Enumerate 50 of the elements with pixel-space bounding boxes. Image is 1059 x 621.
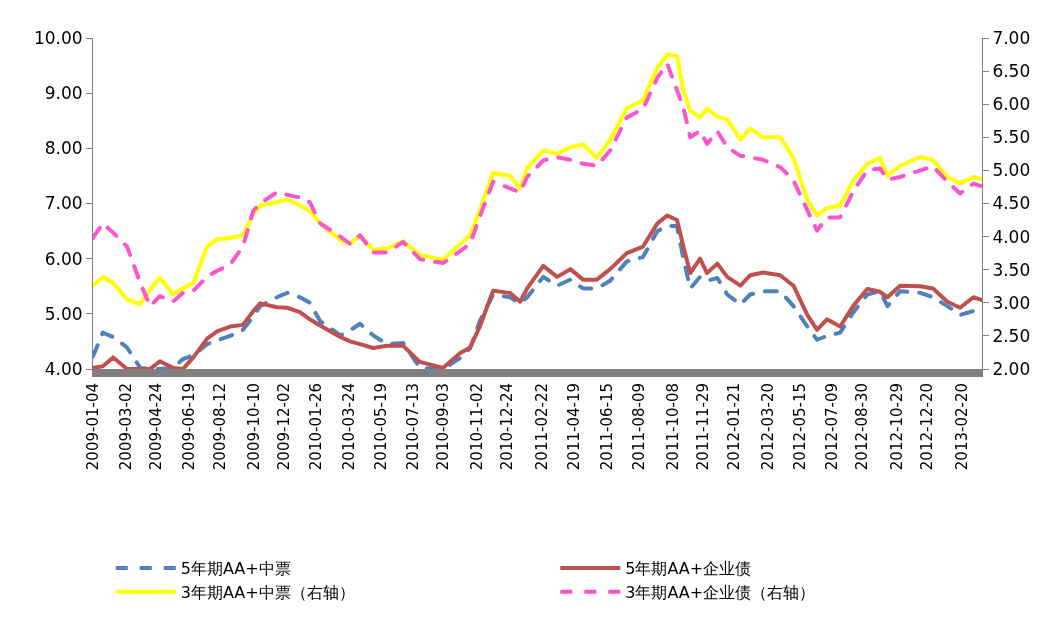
x-tick-label: 2009-04-24 xyxy=(147,383,166,471)
x-tick-label: 2011-11-29 xyxy=(694,383,713,471)
x-tick-label: 2012-08-30 xyxy=(852,383,871,471)
x-tick-label: 2011-04-19 xyxy=(565,383,584,471)
x-tick-label: 2010-07-13 xyxy=(403,383,422,471)
y2-tick-label: 6.50 xyxy=(992,61,1031,82)
y2-tick-label: 7.00 xyxy=(992,27,1031,48)
y2-tick-label: 5.50 xyxy=(992,127,1031,148)
x-tick-label: 2009-03-02 xyxy=(116,383,135,471)
y2-tick-label: 5.00 xyxy=(992,160,1031,181)
y-tick-label: 9.00 xyxy=(44,83,83,104)
x-tick-label: 2011-02-22 xyxy=(532,383,551,471)
y-tick-label: 5.00 xyxy=(44,303,83,324)
y2-tick-label: 3.00 xyxy=(992,292,1031,313)
x-tick-label: 2011-10-08 xyxy=(664,383,683,471)
legend-label: 3年期AA+中票（右轴） xyxy=(180,582,355,602)
x-tick-label: 2012-05-15 xyxy=(791,383,810,471)
legend-label: 5年期AA+企业债 xyxy=(625,559,752,579)
x-tick-label: 2010-05-19 xyxy=(372,383,391,471)
x-tick-label: 2010-12-24 xyxy=(498,383,517,471)
x-tick-label: 2010-11-02 xyxy=(468,383,487,471)
y2-tick-label: 4.00 xyxy=(992,226,1031,247)
x-tick-label: 2012-07-09 xyxy=(822,383,841,471)
x-tick-label: 2010-03-24 xyxy=(339,383,358,471)
x-tick-label: 2011-06-15 xyxy=(598,383,617,471)
x-tick-label: 2009-01-04 xyxy=(83,383,102,471)
y-tick-label: 4.00 xyxy=(44,358,83,379)
y-tick-label: 6.00 xyxy=(44,248,83,269)
y2-tick-label: 4.50 xyxy=(992,193,1031,214)
x-tick-label: 2009-10-10 xyxy=(244,383,263,471)
y2-tick-label: 2.00 xyxy=(992,358,1031,379)
x-tick-label: 2009-06-19 xyxy=(179,383,198,471)
y-tick-label: 8.00 xyxy=(44,138,83,159)
y2-tick-label: 3.50 xyxy=(992,259,1031,280)
y-tick-label: 10.00 xyxy=(33,27,83,48)
x-tick-label: 2012-10-29 xyxy=(887,383,906,471)
x-tick-label: 2013-02-20 xyxy=(953,383,972,471)
x-tick-label: 2012-03-20 xyxy=(758,383,777,471)
y-tick-label: 7.00 xyxy=(44,193,83,214)
x-tick-label: 2009-12-02 xyxy=(275,383,294,471)
y2-tick-label: 6.00 xyxy=(992,94,1031,115)
legend-label: 5年期AA+中票 xyxy=(180,559,291,579)
x-tick-label: 2011-08-09 xyxy=(629,383,648,471)
x-tick-label: 2012-01-21 xyxy=(724,383,743,471)
x-tick-label: 2010-09-03 xyxy=(433,383,452,471)
x-tick-label: 2010-01-26 xyxy=(306,383,325,471)
x-tick-label: 2012-12-20 xyxy=(917,383,936,471)
y2-tick-label: 2.50 xyxy=(992,325,1031,346)
legend-label: 3年期AA+企业债（右轴） xyxy=(625,582,816,602)
x-tick-label: 2009-08-12 xyxy=(210,383,229,471)
